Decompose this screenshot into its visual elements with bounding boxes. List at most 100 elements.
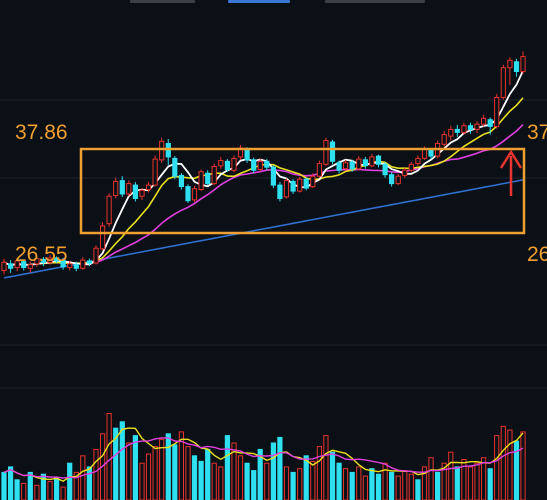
box-top-price-left: 37.86 — [15, 121, 68, 144]
volume-bar-up — [507, 429, 513, 500]
candle-body-down — [244, 148, 250, 161]
candle — [349, 159, 355, 172]
volume-bar-down — [389, 471, 395, 500]
candle-body-down — [73, 264, 79, 269]
candle-body-up — [507, 59, 513, 69]
volume-bar-down — [205, 448, 211, 500]
candle-body-down — [40, 258, 46, 263]
volume-bar-down — [14, 479, 20, 500]
candle — [231, 155, 237, 173]
candle-body-down — [349, 161, 355, 170]
volume-bar-down — [8, 466, 14, 500]
candle — [356, 156, 362, 171]
candle — [474, 121, 480, 134]
candle — [362, 156, 368, 169]
volume-bar-down — [336, 462, 342, 500]
candle — [119, 176, 125, 197]
candle-body-down — [487, 119, 493, 127]
candle — [454, 124, 460, 137]
candle-body-up — [67, 263, 73, 268]
candle — [251, 157, 257, 174]
volume-bar-down — [369, 468, 375, 500]
volume-bar-down — [172, 444, 178, 500]
volume-bar-down — [86, 466, 93, 500]
volume-bar-up — [356, 466, 362, 500]
volume-bar-down — [132, 435, 139, 500]
volume-bar-down — [198, 460, 204, 500]
volume-moving-averages — [3, 427, 524, 482]
candle — [198, 169, 204, 192]
volume-bar-up — [211, 462, 217, 500]
volume-bar-up — [80, 455, 86, 500]
volume-bar-down — [40, 473, 46, 500]
candle-body-down — [251, 159, 257, 171]
candle — [389, 172, 395, 187]
volume-bar-down — [224, 435, 231, 500]
volume-bar-down — [487, 468, 493, 500]
volume-bar-up — [237, 455, 244, 500]
candle — [205, 170, 211, 186]
candle — [507, 57, 513, 85]
volume-bar-up — [382, 462, 388, 500]
candle — [34, 255, 40, 267]
candle-body-down — [336, 162, 342, 171]
candle-body-up — [93, 247, 99, 264]
candle — [316, 160, 322, 178]
candle-body-down — [205, 172, 211, 185]
grid-lines — [0, 99, 547, 389]
volume-bar-down — [349, 471, 355, 500]
arrow-head — [499, 149, 523, 169]
candle-body-up — [395, 175, 401, 185]
candle-body-up — [106, 195, 112, 225]
volume-bar-up — [520, 431, 526, 500]
candle — [80, 257, 86, 270]
candle — [264, 159, 270, 171]
candle-body-up — [283, 180, 290, 198]
candle-body-up — [402, 169, 408, 176]
volume-bar-up — [448, 451, 454, 500]
volume-bar-up — [500, 425, 506, 500]
candle-body-down — [270, 166, 276, 186]
top-tab-3[interactable] — [325, 0, 425, 3]
candle-body-up — [139, 189, 145, 197]
candle-body-down — [290, 180, 296, 192]
candle-body-up — [415, 157, 421, 165]
candle — [461, 122, 467, 135]
candle — [185, 184, 191, 203]
volume-bar-up — [474, 462, 480, 500]
candle — [106, 193, 112, 227]
volume-bar-down — [165, 433, 171, 500]
candle-body-down — [382, 163, 388, 176]
candle-body-up — [47, 257, 53, 263]
candle-body-up — [343, 162, 349, 170]
volume-bar-down — [375, 473, 382, 500]
candle-body-up — [27, 264, 33, 269]
candle — [448, 125, 454, 141]
candle-body-down — [329, 141, 336, 162]
candle-body-down — [375, 155, 382, 165]
candle-body-down — [119, 180, 125, 195]
candle — [415, 155, 421, 166]
candle — [323, 137, 329, 166]
candle-body-up — [297, 178, 303, 192]
candle — [402, 168, 408, 178]
volume-bar-down — [303, 455, 309, 500]
top-tab-1[interactable] — [130, 0, 195, 3]
candle-body-up — [421, 148, 428, 159]
volume-bar-up — [461, 459, 467, 500]
candle-body-up — [323, 140, 329, 165]
candle-body-down — [8, 263, 14, 269]
volume-bar-down — [513, 440, 520, 500]
candle — [139, 188, 145, 200]
volume-bar-up — [428, 457, 434, 500]
candle — [152, 155, 158, 187]
candle-body-down — [172, 157, 178, 177]
volume-bar-down — [119, 421, 125, 500]
top-tab-2-active[interactable] — [228, 0, 290, 3]
candle — [343, 159, 349, 171]
candle — [224, 159, 231, 172]
candle — [21, 259, 27, 271]
candle — [191, 185, 198, 203]
volume-bar-down — [435, 471, 441, 500]
volume-bar-up — [185, 446, 191, 500]
